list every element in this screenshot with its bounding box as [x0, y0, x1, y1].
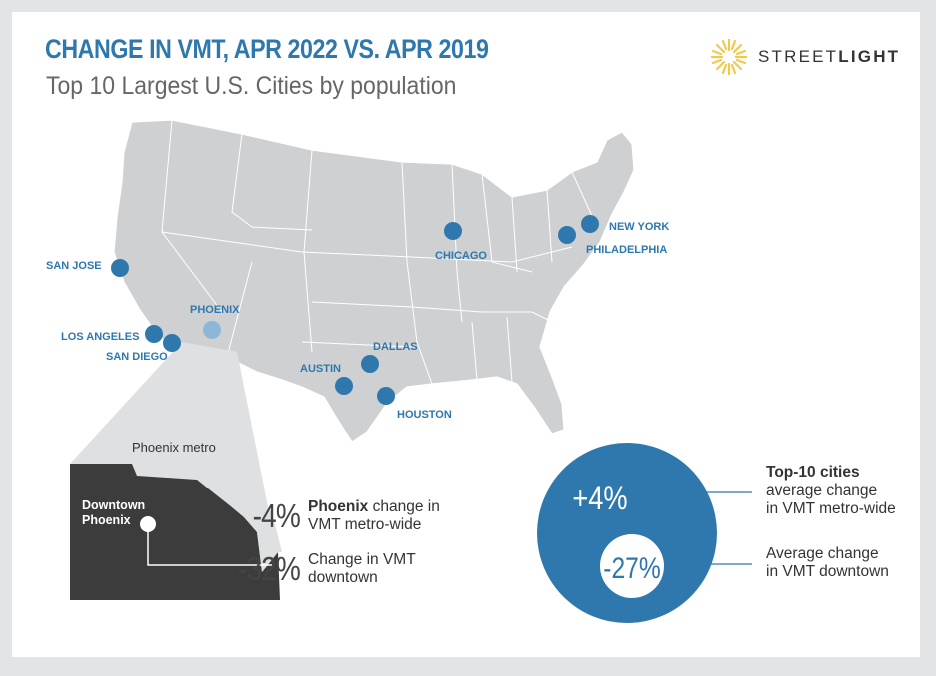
city-marker-los-angeles	[145, 325, 163, 343]
brand-name-prefix: STREET	[758, 47, 839, 66]
downtown-label-line2: Phoenix	[82, 513, 131, 527]
phoenix-metro-bold: Phoenix	[308, 498, 369, 515]
inset-light-edge	[208, 482, 282, 572]
city-marker-san-diego	[163, 334, 181, 352]
top10-circles: +4% -27%	[537, 443, 752, 623]
city-marker-chicago	[444, 222, 462, 240]
us-map	[113, 119, 635, 443]
city-markers	[111, 215, 599, 405]
city-marker-dallas	[361, 355, 379, 373]
brand-name-suffix: LIGHT	[838, 47, 901, 66]
city-label-phoenix: PHOENIX	[190, 304, 240, 316]
top10-metro-text1: average change	[766, 482, 878, 499]
page-title: CHANGE IN VMT, APR 2022 VS. APR 2019	[45, 34, 489, 64]
inset-dark-metro	[70, 464, 280, 600]
phoenix-downtown-text2: downtown	[308, 569, 378, 586]
downtown-connector-line	[147, 525, 272, 566]
top10-metro-text2: in VMT metro-wide	[766, 500, 896, 517]
top10-metro-desc: Top-10 cities average change in VMT metr…	[766, 464, 896, 518]
page-subtitle: Top 10 Largest U.S. Cities by population	[46, 72, 457, 100]
city-labels: NEW YORK PHILADELPHIA CHICAGO SAN JOSE P…	[46, 221, 669, 421]
phoenix-metro-desc: Phoenix change in VMT metro-wide	[308, 498, 440, 534]
city-label-los-angeles: LOS ANGELES	[61, 331, 139, 343]
city-marker-philadelphia	[558, 226, 576, 244]
city-marker-new-york	[581, 215, 599, 233]
phoenix-metro-label: Phoenix metro	[132, 440, 216, 455]
top10-metro-bold: Top-10 cities	[766, 464, 860, 481]
city-marker-phoenix	[203, 321, 221, 339]
top10-downtown-desc: Average change in VMT downtown	[766, 545, 889, 581]
map-scene: NEW YORK PHILADELPHIA CHICAGO SAN JOSE P…	[46, 38, 752, 623]
top10-downtown-value: -27%	[603, 551, 660, 585]
city-marker-san-jose	[111, 259, 129, 277]
top10-metro-value: +4%	[572, 481, 627, 517]
city-label-new-york: NEW YORK	[609, 221, 669, 233]
city-label-chicago: CHICAGO	[435, 250, 487, 262]
phoenix-downtown-stat: -32% Change in VMT downtown	[222, 551, 416, 587]
downtown-phoenix-dot	[140, 516, 156, 532]
city-label-philadelphia: PHILADELPHIA	[586, 244, 667, 256]
phoenix-downtown-text1: Change in VMT	[308, 551, 416, 568]
city-marker-houston	[377, 387, 395, 405]
top10-downtown-text2: in VMT downtown	[766, 563, 889, 580]
phoenix-downtown-value: -32%	[237, 550, 301, 587]
phoenix-downtown-desc: Change in VMT downtown	[308, 551, 416, 587]
city-label-houston: HOUSTON	[397, 409, 452, 421]
city-label-san-diego: SAN DIEGO	[106, 351, 168, 363]
top10-downtown-text1: Average change	[766, 545, 879, 562]
top10-metro-circle	[537, 443, 717, 623]
phoenix-metro-stat: -4% Phoenix change in VMT metro-wide	[222, 498, 440, 534]
brand-name: STREETLIGHT	[758, 47, 900, 67]
city-label-dallas: DALLAS	[373, 341, 418, 353]
city-marker-austin	[335, 377, 353, 395]
downtown-label-line1: Downtown	[82, 498, 145, 512]
phoenix-metro-text2: VMT metro-wide	[308, 516, 422, 533]
city-label-austin: AUSTIN	[300, 363, 341, 375]
phoenix-metro-text1: change in	[372, 498, 440, 515]
phoenix-metro-value: -4%	[252, 497, 301, 534]
city-label-san-jose: SAN JOSE	[46, 260, 102, 272]
top10-downtown-circle	[600, 534, 664, 598]
infographic-card: NEW YORK PHILADELPHIA CHICAGO SAN JOSE P…	[12, 12, 920, 657]
brand-wordmark: STREETLIGHT	[710, 39, 900, 75]
state-lines	[161, 119, 598, 385]
streetlight-logo-icon	[710, 38, 748, 76]
